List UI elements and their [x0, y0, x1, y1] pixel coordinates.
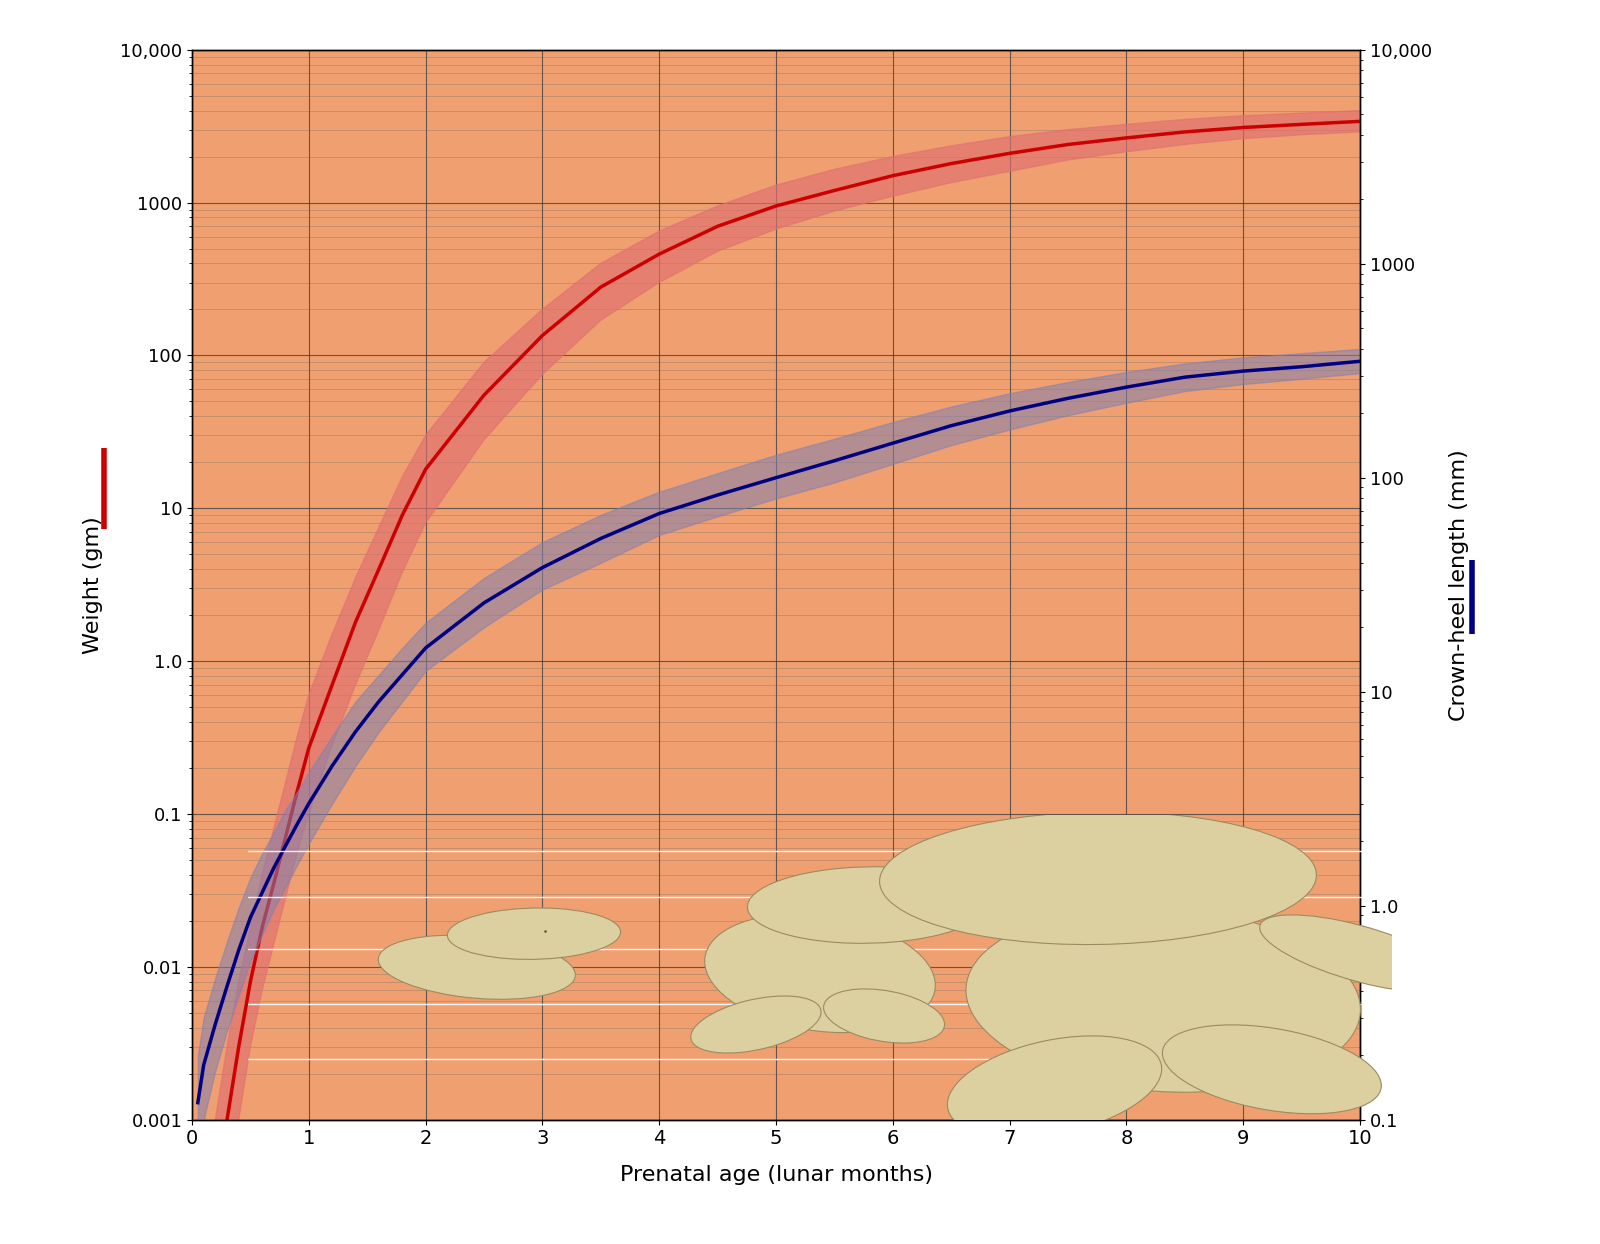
Ellipse shape	[691, 996, 821, 1052]
X-axis label: Prenatal age (lunar months): Prenatal age (lunar months)	[619, 1164, 933, 1186]
Ellipse shape	[966, 907, 1360, 1092]
Ellipse shape	[704, 914, 936, 1033]
Ellipse shape	[947, 1036, 1162, 1137]
Ellipse shape	[378, 935, 576, 999]
Ellipse shape	[824, 989, 944, 1042]
Ellipse shape	[1259, 914, 1458, 993]
Y-axis label: Crown-heel length (mm): Crown-heel length (mm)	[1448, 449, 1469, 720]
Ellipse shape	[1163, 1025, 1381, 1113]
Y-axis label: Weight (gm): Weight (gm)	[83, 516, 104, 653]
Ellipse shape	[747, 867, 989, 943]
Ellipse shape	[880, 812, 1317, 944]
Ellipse shape	[448, 908, 621, 959]
